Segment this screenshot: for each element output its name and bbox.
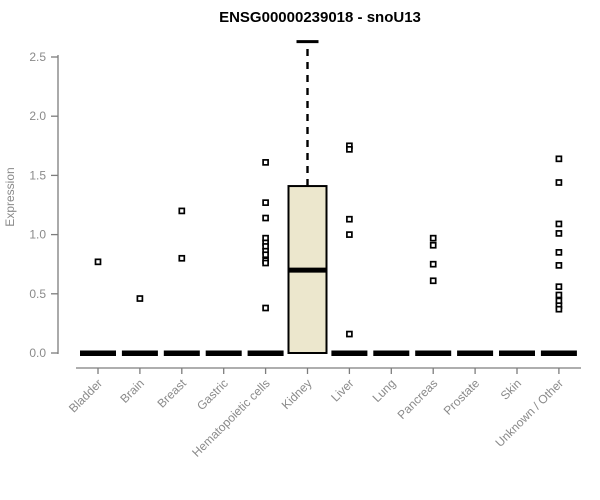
- chart-title: ENSG00000239018 - snoU13: [219, 9, 421, 26]
- data-point: [555, 305, 563, 313]
- data-point: [555, 283, 563, 291]
- data-point: [429, 260, 437, 268]
- data-point: [555, 262, 563, 269]
- x-tick-label: Breast: [154, 376, 189, 411]
- data-point: [555, 249, 563, 256]
- data-point: [429, 234, 437, 242]
- x-tick-label: Bladder: [66, 376, 105, 415]
- data-point: [555, 291, 563, 299]
- data-point: [262, 159, 269, 166]
- data-point: [555, 230, 563, 237]
- y-tick-label: 2.0: [29, 109, 46, 123]
- x-tick-label: Liver: [328, 376, 356, 404]
- zero-median-bar: [121, 350, 158, 356]
- data-point: [429, 241, 437, 249]
- data-point: [262, 304, 269, 312]
- zero-median-bar: [163, 350, 200, 356]
- x-tick-label: Brain: [117, 376, 147, 406]
- x-tick-label: Pancreas: [395, 376, 441, 422]
- data-point: [555, 155, 563, 163]
- y-tick-label: 0.0: [29, 346, 46, 360]
- zero-median-bar: [540, 350, 577, 356]
- data-point: [555, 179, 563, 186]
- zero-median-bar: [205, 350, 242, 356]
- y-tick-label: 1.5: [29, 168, 46, 182]
- data-point: [346, 215, 353, 223]
- x-tick-label: Kidney: [279, 376, 315, 412]
- data-point: [262, 199, 269, 206]
- data-point: [178, 207, 186, 215]
- y-tick-label: 1.0: [29, 228, 46, 242]
- data-point: [178, 254, 186, 262]
- x-tick-label: Prostate: [441, 376, 483, 418]
- data-point: [262, 251, 269, 259]
- zero-median-bar: [80, 350, 116, 356]
- data-point: [94, 258, 102, 266]
- zero-median-bar: [373, 350, 410, 356]
- y-tick-label: 0.5: [29, 287, 46, 301]
- x-tick-label: Gastric: [194, 376, 231, 413]
- data-point: [136, 295, 144, 302]
- y-axis-label: Expression: [3, 167, 17, 226]
- data-point: [262, 259, 269, 267]
- zero-median-bar: [457, 350, 494, 356]
- zero-median-bar: [247, 350, 284, 356]
- x-tick-label: Skin: [498, 376, 524, 402]
- data-point: [346, 330, 353, 338]
- zero-median-bar: [415, 350, 452, 356]
- x-tick-label: Hematopoietic cells: [189, 376, 272, 459]
- data-point: [429, 277, 437, 285]
- data-point: [346, 231, 353, 238]
- zero-median-bar: [331, 350, 368, 356]
- zero-median-bar: [499, 350, 535, 356]
- x-tick-label: Lung: [370, 376, 399, 405]
- boxplot-marks-group: [80, 40, 577, 356]
- data-point: [555, 220, 563, 228]
- y-tick-label: 2.5: [29, 50, 46, 64]
- data-point: [262, 214, 269, 222]
- data-point: [346, 146, 353, 153]
